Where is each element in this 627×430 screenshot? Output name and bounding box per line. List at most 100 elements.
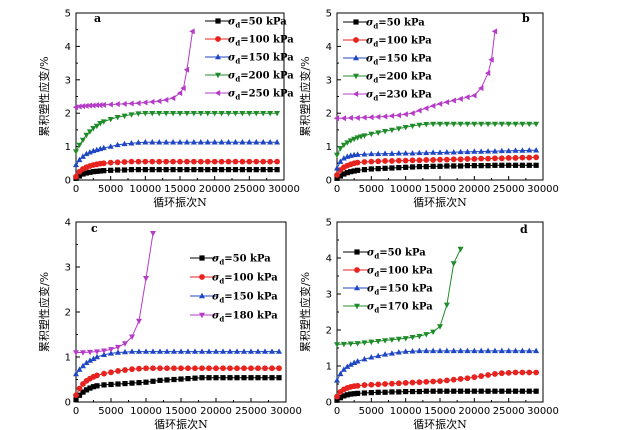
data-point [239,167,245,173]
data-point [354,114,360,121]
data-point [526,369,533,376]
series-line [75,377,279,401]
data-point [76,103,82,110]
data-point [375,158,382,165]
data-point [178,365,184,372]
data-point [246,167,252,173]
x-axis-title: 循环振次N [154,417,208,430]
data-point [341,171,347,177]
data-point [347,341,354,347]
data-point [136,365,142,372]
data-point [344,170,350,176]
data-point [248,348,254,354]
data-point [107,143,114,149]
x-tick-label: 20000 [458,184,490,195]
data-point [533,147,540,153]
data-point [382,389,388,395]
legend-marker [215,53,221,60]
x-tick-label: 10000 [390,184,422,195]
data-point [506,162,512,168]
data-point [519,121,526,128]
data-point [437,156,443,163]
data-point [512,388,519,394]
data-point [183,111,190,117]
data-point [519,154,526,161]
data-point [450,376,457,383]
data-point [437,163,443,169]
data-point [471,374,478,381]
data-point [351,359,358,365]
data-point [409,379,416,386]
legend-marker [215,72,221,79]
data-point [274,158,280,165]
data-point [90,126,97,132]
legend-label: σd=180 kPa [212,311,278,324]
data-point [395,126,402,132]
data-point [97,121,104,127]
data-point [129,334,135,340]
data-point [183,139,190,145]
data-point [204,158,211,165]
data-point [354,358,361,364]
data-point [121,167,128,173]
data-point [471,148,478,154]
data-point [334,397,340,403]
data-point [402,111,408,118]
data-point [192,375,198,381]
data-point [450,97,456,104]
data-point [255,348,261,354]
data-point [190,158,197,165]
data-point [437,149,443,155]
data-point [122,348,128,355]
legend-label: σd=100 kPa [228,35,294,48]
data-point [239,111,246,117]
data-point [135,158,142,165]
x-axis-title: 循环振次N [413,417,467,430]
data-point [375,389,381,395]
series-line [336,248,462,345]
y-axis-title: 累积塑性应变/% [298,272,312,352]
data-point [163,139,170,145]
data-point [526,388,532,394]
data-point [114,159,121,166]
data-point [437,324,443,330]
legend-entry: σd=150 kPa [343,284,433,297]
data-point [83,102,89,109]
data-point [129,348,135,354]
data-point [76,156,83,163]
data-point [121,100,127,107]
data-point [177,158,183,165]
data-point [234,348,240,354]
data-point [101,348,107,354]
data-point [506,388,512,394]
series-2 [73,158,280,180]
data-point [204,139,211,145]
legend-entry: σd=100 kPa [190,273,278,286]
data-point [395,112,401,119]
x-tick-label: 5000 [359,184,384,195]
legend-entry: σd=200 kPa [343,72,432,85]
data-point [519,147,526,153]
data-point [143,365,149,372]
data-point [192,365,198,372]
data-point [382,158,388,164]
data-point [267,139,274,145]
data-point [485,148,492,154]
data-point [87,385,93,391]
data-point [423,388,429,394]
data-point [485,121,492,128]
data-point [403,164,409,170]
data-point [478,163,484,169]
series-line [75,112,278,152]
series-line [75,351,279,375]
x-tick-label: 5000 [98,406,123,417]
data-point [526,147,533,153]
data-point [333,115,340,122]
data-point [416,122,423,129]
data-point [121,113,128,120]
data-point [121,159,128,165]
y-tick-label: 5 [326,9,332,20]
data-point [533,347,540,354]
legend-entry: σd=150 kPa [343,54,432,67]
data-point [375,130,382,136]
